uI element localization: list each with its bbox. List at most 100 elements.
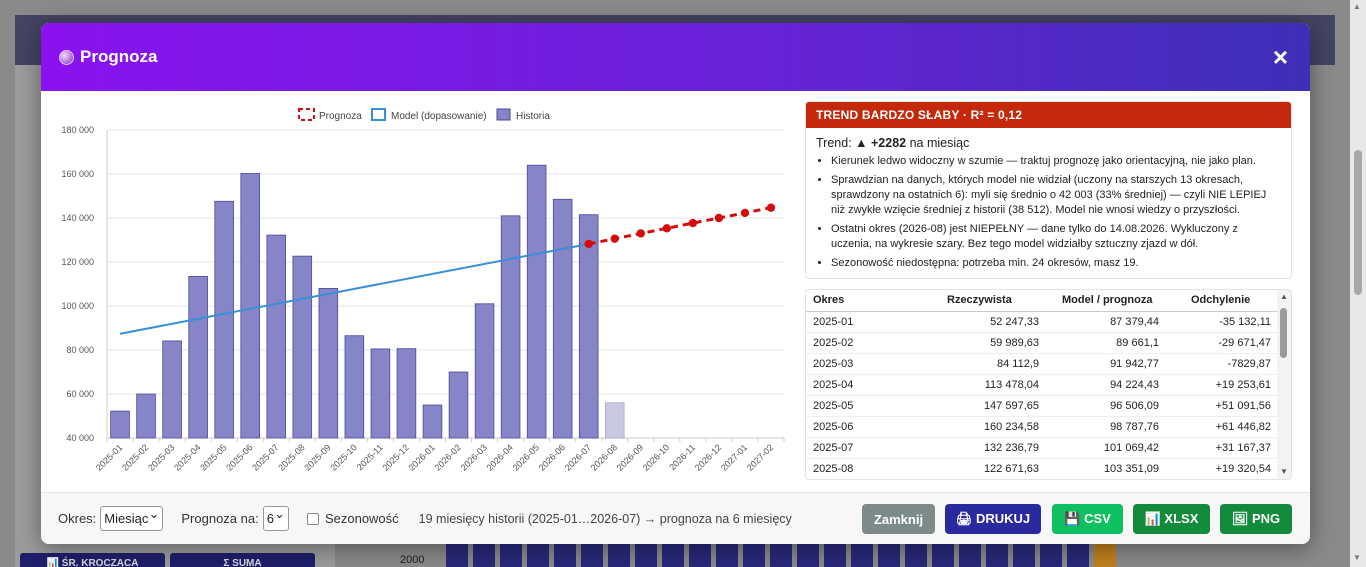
cell-model: 91 942,77 <box>1046 353 1183 375</box>
forecast-horizon-select[interactable]: 6 <box>262 506 289 531</box>
period-label: Okres: <box>58 511 97 526</box>
x-tick-label: 2025-03 <box>146 442 176 472</box>
background-bar <box>1067 544 1089 567</box>
background-bar <box>581 544 603 567</box>
table-scroll-down-icon[interactable]: ▼ <box>1280 467 1288 476</box>
forecast-chart: Prognoza Model (dopasowanie) Historia 40… <box>55 101 800 491</box>
history-bar <box>552 198 573 439</box>
history-bar <box>500 215 521 439</box>
x-tick-label: 2026-12 <box>693 442 723 472</box>
cell-actual: 84 112,9 <box>940 353 1046 375</box>
table-scroll-up-icon[interactable]: ▲ <box>1280 292 1288 301</box>
forecast-point <box>636 229 645 238</box>
csv-button[interactable]: 💾 CSV <box>1052 504 1123 534</box>
modal-header: Prognoza × <box>41 23 1310 91</box>
background-bar <box>959 544 981 567</box>
background-bar <box>932 544 954 567</box>
forecast-point <box>688 218 698 228</box>
x-tick-label: 2027-02 <box>745 442 775 472</box>
y-tick-label: 40 000 <box>66 433 94 443</box>
background-bar <box>1040 544 1062 567</box>
history-bar <box>448 371 469 439</box>
table-row: 2025-06 160 234,58 98 787,76 +61 446,82 <box>806 416 1278 438</box>
table-row: 2025-01 52 247,33 87 379,44 -35 132,11 <box>806 311 1278 333</box>
close-icon[interactable]: × <box>1272 41 1288 72</box>
x-tick-label: 2025-11 <box>355 442 385 472</box>
trend-value: ▲ +2282 <box>855 136 907 150</box>
history-bar <box>370 348 391 439</box>
page-scrollbar[interactable]: ▲ ▼ <box>1350 0 1366 567</box>
background-bar <box>1013 544 1035 567</box>
scroll-up-icon[interactable]: ▲ <box>1353 2 1361 11</box>
forecast-table-container[interactable]: Okres Rzeczywista Model / prognoza Odchy… <box>805 289 1292 480</box>
background-bar <box>824 544 846 567</box>
table-scrollbar[interactable]: ▲ ▼ <box>1277 290 1291 479</box>
background-sum-button: Σ SUMA <box>170 553 315 567</box>
column-header-model: Model / prognoza <box>1046 290 1183 312</box>
cell-period: 2025-01 <box>806 311 940 333</box>
chart-legend: Prognoza Model (dopasowanie) Historia <box>298 108 550 122</box>
cell-deviation: +51 091,56 <box>1183 395 1278 417</box>
modal-title: Prognoza <box>59 47 157 67</box>
x-tick-label: 2026-06 <box>537 442 567 472</box>
close-button[interactable]: Zamknij <box>862 504 935 534</box>
legend-history-label: Historia <box>516 111 550 122</box>
history-bar <box>110 410 130 439</box>
trend-header: TREND BARDZO SŁABY · R² = 0,12 <box>806 102 1291 128</box>
column-header-deviation: Odchylenie <box>1183 290 1278 312</box>
cell-period: 2025-03 <box>806 353 940 375</box>
forecast-point <box>584 239 593 249</box>
png-button[interactable]: 🖼 PNG <box>1220 504 1292 534</box>
background-bar <box>986 544 1008 567</box>
x-tick-label: 2025-05 <box>198 442 228 472</box>
xlsx-button[interactable]: 📊 XLSX <box>1133 504 1210 534</box>
period-select[interactable]: Miesiąc <box>100 506 164 531</box>
background-bar <box>500 544 522 567</box>
right-panel: TREND BARDZO SŁABY · R² = 0,12 Trend: ▲ … <box>805 101 1292 480</box>
x-tick-label: 2025-10 <box>328 442 358 472</box>
cell-deviation: +19 320,54 <box>1183 458 1278 479</box>
table-row: 2025-03 84 112,9 91 942,77 -7829,87 <box>806 353 1278 375</box>
cell-model: 98 787,76 <box>1046 416 1183 438</box>
x-tick-label: 2026-05 <box>511 442 541 472</box>
table-row: 2025-05 147 597,65 96 506,09 +51 091,56 <box>806 395 1278 417</box>
page-scroll-thumb[interactable] <box>1354 150 1362 295</box>
cell-period: 2025-06 <box>806 416 940 438</box>
history-info: 19 miesięcy historii (2025-01…2026-07) →… <box>418 511 792 526</box>
modal-footer: Okres: Miesiąc Prognoza na: 6 Sezonowość… <box>41 492 1310 544</box>
history-bar <box>526 164 547 439</box>
cell-period: 2025-08 <box>806 458 940 479</box>
cell-model: 96 506,09 <box>1046 395 1183 417</box>
history-bar <box>136 393 156 439</box>
model-line <box>119 242 589 335</box>
cell-model: 94 224,43 <box>1046 374 1183 396</box>
cell-deviation: +31 167,37 <box>1183 437 1278 459</box>
table-scroll-thumb[interactable] <box>1280 308 1287 358</box>
seasonality-checkbox[interactable] <box>306 512 319 525</box>
cell-deviation: -7829,87 <box>1183 353 1278 375</box>
history-bar <box>292 255 313 439</box>
background-bar <box>446 544 468 567</box>
scroll-down-icon[interactable]: ▼ <box>1353 553 1361 562</box>
table-header-row: Okres Rzeczywista Model / prognoza Odchy… <box>806 290 1278 312</box>
y-tick-label: 80 000 <box>66 345 94 355</box>
x-tick-label: 2027-01 <box>719 442 749 472</box>
history-bar <box>214 200 234 439</box>
background-moving-average-button: 📊 ŚR. KROCZĄCA <box>20 553 165 567</box>
x-tick-label: 2026-02 <box>433 442 463 472</box>
legend-forecast-label: Prognoza <box>319 111 362 122</box>
trend-prefix: Trend: <box>816 136 852 150</box>
legend-model-label: Model (dopasowanie) <box>391 111 487 122</box>
forecast-point <box>662 224 672 233</box>
trend-note: Kierunek ledwo widoczny w szumie — trakt… <box>831 154 1281 169</box>
modal-body: Prognoza Model (dopasowanie) Historia 40… <box>41 91 1310 492</box>
seasonality-label[interactable]: Sezonowość <box>324 511 399 526</box>
print-button[interactable]: 🖨 DRUKUJ <box>945 504 1041 534</box>
y-tick-label: 60 000 <box>66 389 94 399</box>
forecast-line <box>588 206 772 246</box>
x-tick-label: 2025-04 <box>172 442 202 472</box>
x-tick-label: 2026-04 <box>485 442 515 472</box>
background-bar <box>905 544 927 567</box>
modal-title-text: Prognoza <box>80 47 158 66</box>
background-bar <box>689 544 711 567</box>
